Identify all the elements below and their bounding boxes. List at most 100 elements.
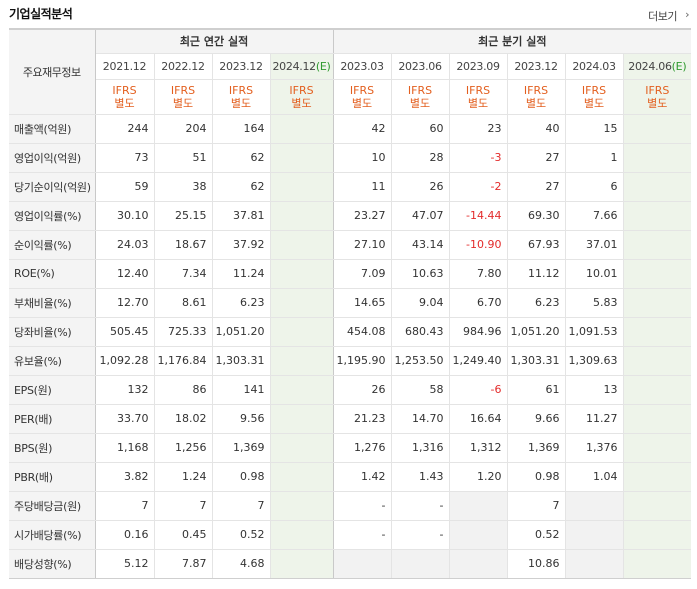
annual-value-cell: 73 [95,143,155,173]
period-header: 2021.12 [95,53,155,80]
annual-value-cell: 9.56 [212,404,271,434]
annual-value-cell: 0.45 [154,520,213,550]
period-header: 2022.12 [154,53,213,80]
quarter-value-cell: 1,303.31 [507,346,566,376]
quarter-value-cell: 1,376 [565,433,624,463]
annual-value-cell [270,172,334,202]
quarter-value-cell: 1,276 [333,433,392,463]
basis-scope: 별도 [114,96,135,110]
quarter-value-cell: - [391,491,450,521]
quarter-value-cell: 61 [507,375,566,405]
financial-summary-table: 주요재무정보 최근 연간 실적 최근 분기 실적 2021.12 2022.12 2… [9,28,692,579]
annual-value-cell: 0.16 [95,520,155,550]
quarter-value-cell [623,172,692,202]
quarter-value-cell: 58 [391,375,450,405]
quarter-value-cell: 10.63 [391,259,450,289]
annual-value-cell: 59 [95,172,155,202]
annual-value-cell: 164 [212,114,271,144]
quarter-value-cell: 1.42 [333,462,392,492]
basis-header: IFRS 별도 [565,79,624,115]
period-label: 2024.06 [628,59,672,73]
more-button-label: 더보기 [648,10,677,23]
row-label: BPS(원) [9,433,96,463]
quarter-group-header: 최근 분기 실적 [333,28,692,54]
quarter-value-cell: 7.09 [333,259,392,289]
quarter-value-cell: 9.66 [507,404,566,434]
table-row: 당좌비율(%) 505.45 725.33 1,051.20 454.08 680.43 9… [9,317,692,347]
annual-value-cell: 30.10 [95,201,155,231]
quarter-value-cell: 7 [507,491,566,521]
annual-value-cell [270,404,334,434]
annual-value-cell [270,201,334,231]
row-label: 영업이익(억원) [9,143,96,173]
quarter-value-cell [623,346,692,376]
quarter-value-cell: 6 [565,172,624,202]
quarter-value-cell: 1.04 [565,462,624,492]
quarter-value-cell: 10.01 [565,259,624,289]
basis-standard: IFRS [349,83,375,97]
quarter-value-cell: -10.90 [449,230,508,260]
basis-standard: IFRS [228,83,254,97]
section-header: 기업실적분석 더보기 › [0,0,697,28]
period-header: 2024.03 [565,53,624,80]
row-label: 당기순이익(억원) [9,172,96,202]
quarter-value-cell: - [333,491,392,521]
quarter-value-cell [623,230,692,260]
quarter-value-cell: 1,195.90 [333,346,392,376]
basis-standard: IFRS [581,83,607,97]
quarter-value-cell [623,201,692,231]
annual-value-cell: 11.24 [212,259,271,289]
period-header: 2024.12(E) [270,53,334,80]
annual-value-cell: 1,092.28 [95,346,155,376]
row-label: PBR(배) [9,462,96,492]
period-header: 2024.06(E) [623,53,692,80]
annual-value-cell [270,433,334,463]
quarter-value-cell [449,549,508,579]
annual-value-cell [270,549,334,579]
row-label: 유보율(%) [9,346,96,376]
quarter-value-cell: 1.20 [449,462,508,492]
quarter-value-cell: 984.96 [449,317,508,347]
quarter-value-cell: 11.12 [507,259,566,289]
quarter-value-cell: 1 [565,143,624,173]
quarter-value-cell [623,404,692,434]
basis-scope: 별도 [583,96,605,110]
quarter-value-cell: -3 [449,143,508,173]
period-label: 2024.12 [272,59,316,73]
period-header: 2023.09 [449,53,508,80]
annual-value-cell [270,114,334,144]
quarter-value-cell: 47.07 [391,201,450,231]
table-row: BPS(원) 1,168 1,256 1,369 1,276 1,316 1,312 1,36… [9,433,692,463]
annual-value-cell: 1,168 [95,433,155,463]
annual-value-cell: 244 [95,114,155,144]
basis-scope: 별도 [351,96,373,110]
table-row: PER(배) 33.70 18.02 9.56 21.23 14.70 16.64 9.66 1… [9,404,692,434]
quarter-value-cell [623,288,692,318]
table-row: 주당배당금(원) 7 7 7- -7 [9,491,692,521]
row-label: PER(배) [9,404,96,434]
quarter-value-cell: 43.14 [391,230,450,260]
quarter-value-cell: 60 [391,114,450,144]
annual-value-cell [270,230,334,260]
annual-value-cell: 37.92 [212,230,271,260]
basis-standard: IFRS [645,83,670,97]
quarter-value-cell: -14.44 [449,201,508,231]
annual-value-cell: 18.67 [154,230,213,260]
annual-value-cell: 7 [212,491,271,521]
quarter-value-cell [333,549,392,579]
quarter-value-cell: 1.43 [391,462,450,492]
annual-value-cell: 7 [95,491,155,521]
row-label: 시가배당률(%) [9,520,96,550]
annual-value-cell: 86 [154,375,213,405]
quarter-value-cell: 69.30 [507,201,566,231]
quarter-value-cell: 67.93 [507,230,566,260]
quarter-value-cell: 1,051.20 [507,317,566,347]
more-button[interactable]: 더보기 › [648,8,691,24]
annual-value-cell: 37.81 [212,201,271,231]
basis-standard: IFRS [289,83,314,97]
section-title: 기업실적분석 [9,7,73,21]
quarter-value-cell: 16.64 [449,404,508,434]
annual-value-cell: 8.61 [154,288,213,318]
basis-header-row: IFRS 별도 IFRS 별도 IFRS 별도 IFRS 별도 IFRS 별도 IFRS 별도 IFRS… [9,79,692,115]
quarter-value-cell: 1,369 [507,433,566,463]
